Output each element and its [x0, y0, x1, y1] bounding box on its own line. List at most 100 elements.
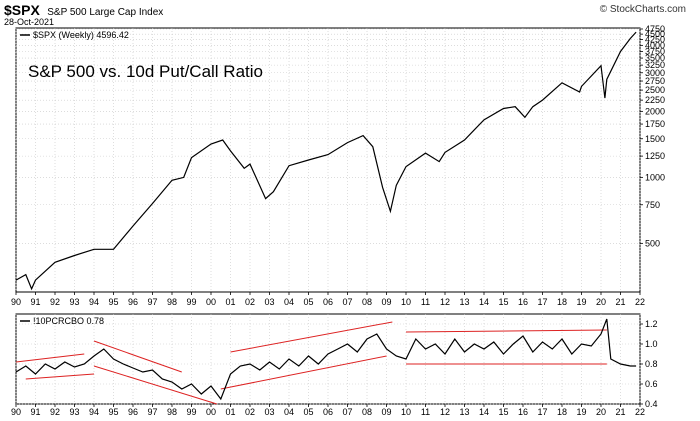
chart-header: $SPX S&P 500 Large Cap Index	[4, 2, 163, 20]
y-tick-label: 0.4	[645, 399, 658, 409]
x-tick-label: 03	[264, 297, 274, 307]
y-tick-label: 1000	[645, 172, 665, 182]
x-tick-label: 90	[11, 297, 21, 307]
x-tick-label: 02	[245, 297, 255, 307]
x-tick-label: 97	[147, 407, 157, 417]
x-tick-label: 91	[30, 407, 40, 417]
x-tick-label: 12	[440, 407, 450, 417]
x-tick-label: 93	[69, 297, 79, 307]
x-tick-label: 95	[108, 407, 118, 417]
x-tick-label: 22	[635, 297, 645, 307]
y-tick-label: 2500	[645, 85, 665, 95]
x-tick-label: 11	[421, 407, 430, 417]
x-tick-label: 05	[303, 407, 313, 417]
x-tick-label: 08	[362, 407, 372, 417]
y-tick-label: 0.6	[645, 379, 658, 389]
trendline	[15, 353, 85, 363]
x-tick-label: 14	[479, 297, 489, 307]
x-tick-label: 05	[303, 297, 313, 307]
x-tick-label: 93	[69, 407, 79, 417]
copyright-text: © StockCharts.com	[599, 4, 686, 15]
x-tick-label: 10	[401, 407, 411, 417]
x-tick-label: 19	[576, 297, 586, 307]
x-tick-label: 21	[615, 297, 625, 307]
trendline	[405, 329, 607, 333]
y-tick-label: 4250	[645, 35, 665, 45]
series-line	[15, 31, 637, 291]
legend-label: $SPX (Weekly) 4596.42	[33, 30, 129, 40]
y-tick-label: 4000	[645, 40, 665, 50]
y-tick-label: 3250	[645, 60, 665, 70]
x-tick-label: 92	[50, 297, 60, 307]
y-tick-label: 3000	[645, 68, 665, 78]
y-tick-label: 1.2	[645, 319, 658, 329]
x-tick-label: 20	[596, 407, 606, 417]
x-tick-label: 04	[284, 407, 294, 417]
x-tick-label: 98	[167, 407, 177, 417]
x-tick-label: 12	[440, 297, 450, 307]
x-tick-label: 13	[459, 297, 469, 307]
x-tick-label: 97	[147, 297, 157, 307]
x-tick-label: 09	[381, 407, 391, 417]
x-tick-label: 03	[264, 407, 274, 417]
trendline	[93, 340, 182, 373]
x-tick-label: 10	[401, 297, 411, 307]
y-tick-label: 1.0	[645, 339, 658, 349]
x-tick-label: 04	[284, 297, 294, 307]
legend-label: !10PCRCBO 0.78	[33, 316, 104, 326]
y-tick-label: 1250	[645, 151, 665, 161]
x-tick-label: 00	[206, 297, 216, 307]
x-tick-label: 99	[186, 407, 196, 417]
trendline	[230, 321, 393, 353]
trendline	[25, 373, 95, 380]
x-tick-label: 99	[186, 297, 196, 307]
y-tick-label: 3750	[645, 47, 665, 57]
y-tick-label: 2250	[645, 95, 665, 105]
x-tick-label: 17	[537, 407, 547, 417]
y-tick-label: 0.8	[645, 359, 658, 369]
x-tick-label: 94	[89, 407, 99, 417]
x-tick-label: 01	[225, 297, 235, 307]
y-tick-label: 1750	[645, 119, 665, 129]
trendline	[93, 365, 217, 405]
x-tick-label: 07	[342, 407, 352, 417]
x-tick-label: 92	[50, 407, 60, 417]
x-tick-label: 16	[518, 297, 528, 307]
y-tick-label: 1500	[645, 134, 665, 144]
x-tick-label: 95	[108, 297, 118, 307]
x-tick-label: 02	[245, 407, 255, 417]
y-tick-label: 2750	[645, 76, 665, 86]
y-tick-label: 4500	[645, 29, 665, 39]
trendline	[220, 355, 387, 390]
index-name: S&P 500 Large Cap Index	[47, 7, 164, 18]
x-tick-label: 17	[537, 297, 547, 307]
x-tick-label: 11	[421, 297, 430, 307]
panel-2: 90 91 92 93 94 95 96 97 98 99 00 01 02 03 04 05 06 07 08 09…	[11, 313, 658, 417]
x-tick-label: 20	[596, 297, 606, 307]
x-tick-label: 96	[128, 407, 138, 417]
x-tick-label: 14	[479, 407, 489, 417]
x-tick-label: 22	[635, 407, 645, 417]
x-tick-label: 15	[498, 407, 508, 417]
x-tick-label: 09	[381, 297, 391, 307]
x-tick-label: 19	[576, 407, 586, 417]
x-tick-label: 90	[11, 407, 21, 417]
x-tick-label: 08	[362, 297, 372, 307]
annotation-text: S&P 500 vs. 10d Put/Call Ratio	[28, 62, 263, 81]
x-tick-label: 00	[206, 407, 216, 417]
y-tick-label: 750	[645, 200, 660, 210]
x-tick-label: 21	[615, 407, 625, 417]
x-tick-label: 96	[128, 297, 138, 307]
y-tick-label: 500	[645, 238, 660, 248]
x-tick-label: 18	[557, 407, 567, 417]
x-tick-label: 15	[498, 297, 508, 307]
x-tick-label: 06	[323, 407, 333, 417]
y-tick-label: 3500	[645, 53, 665, 63]
x-tick-label: 91	[30, 297, 40, 307]
x-tick-label: 98	[167, 297, 177, 307]
series-line	[15, 318, 637, 401]
x-tick-label: 16	[518, 407, 528, 417]
x-tick-label: 18	[557, 297, 567, 307]
x-tick-label: 06	[323, 297, 333, 307]
